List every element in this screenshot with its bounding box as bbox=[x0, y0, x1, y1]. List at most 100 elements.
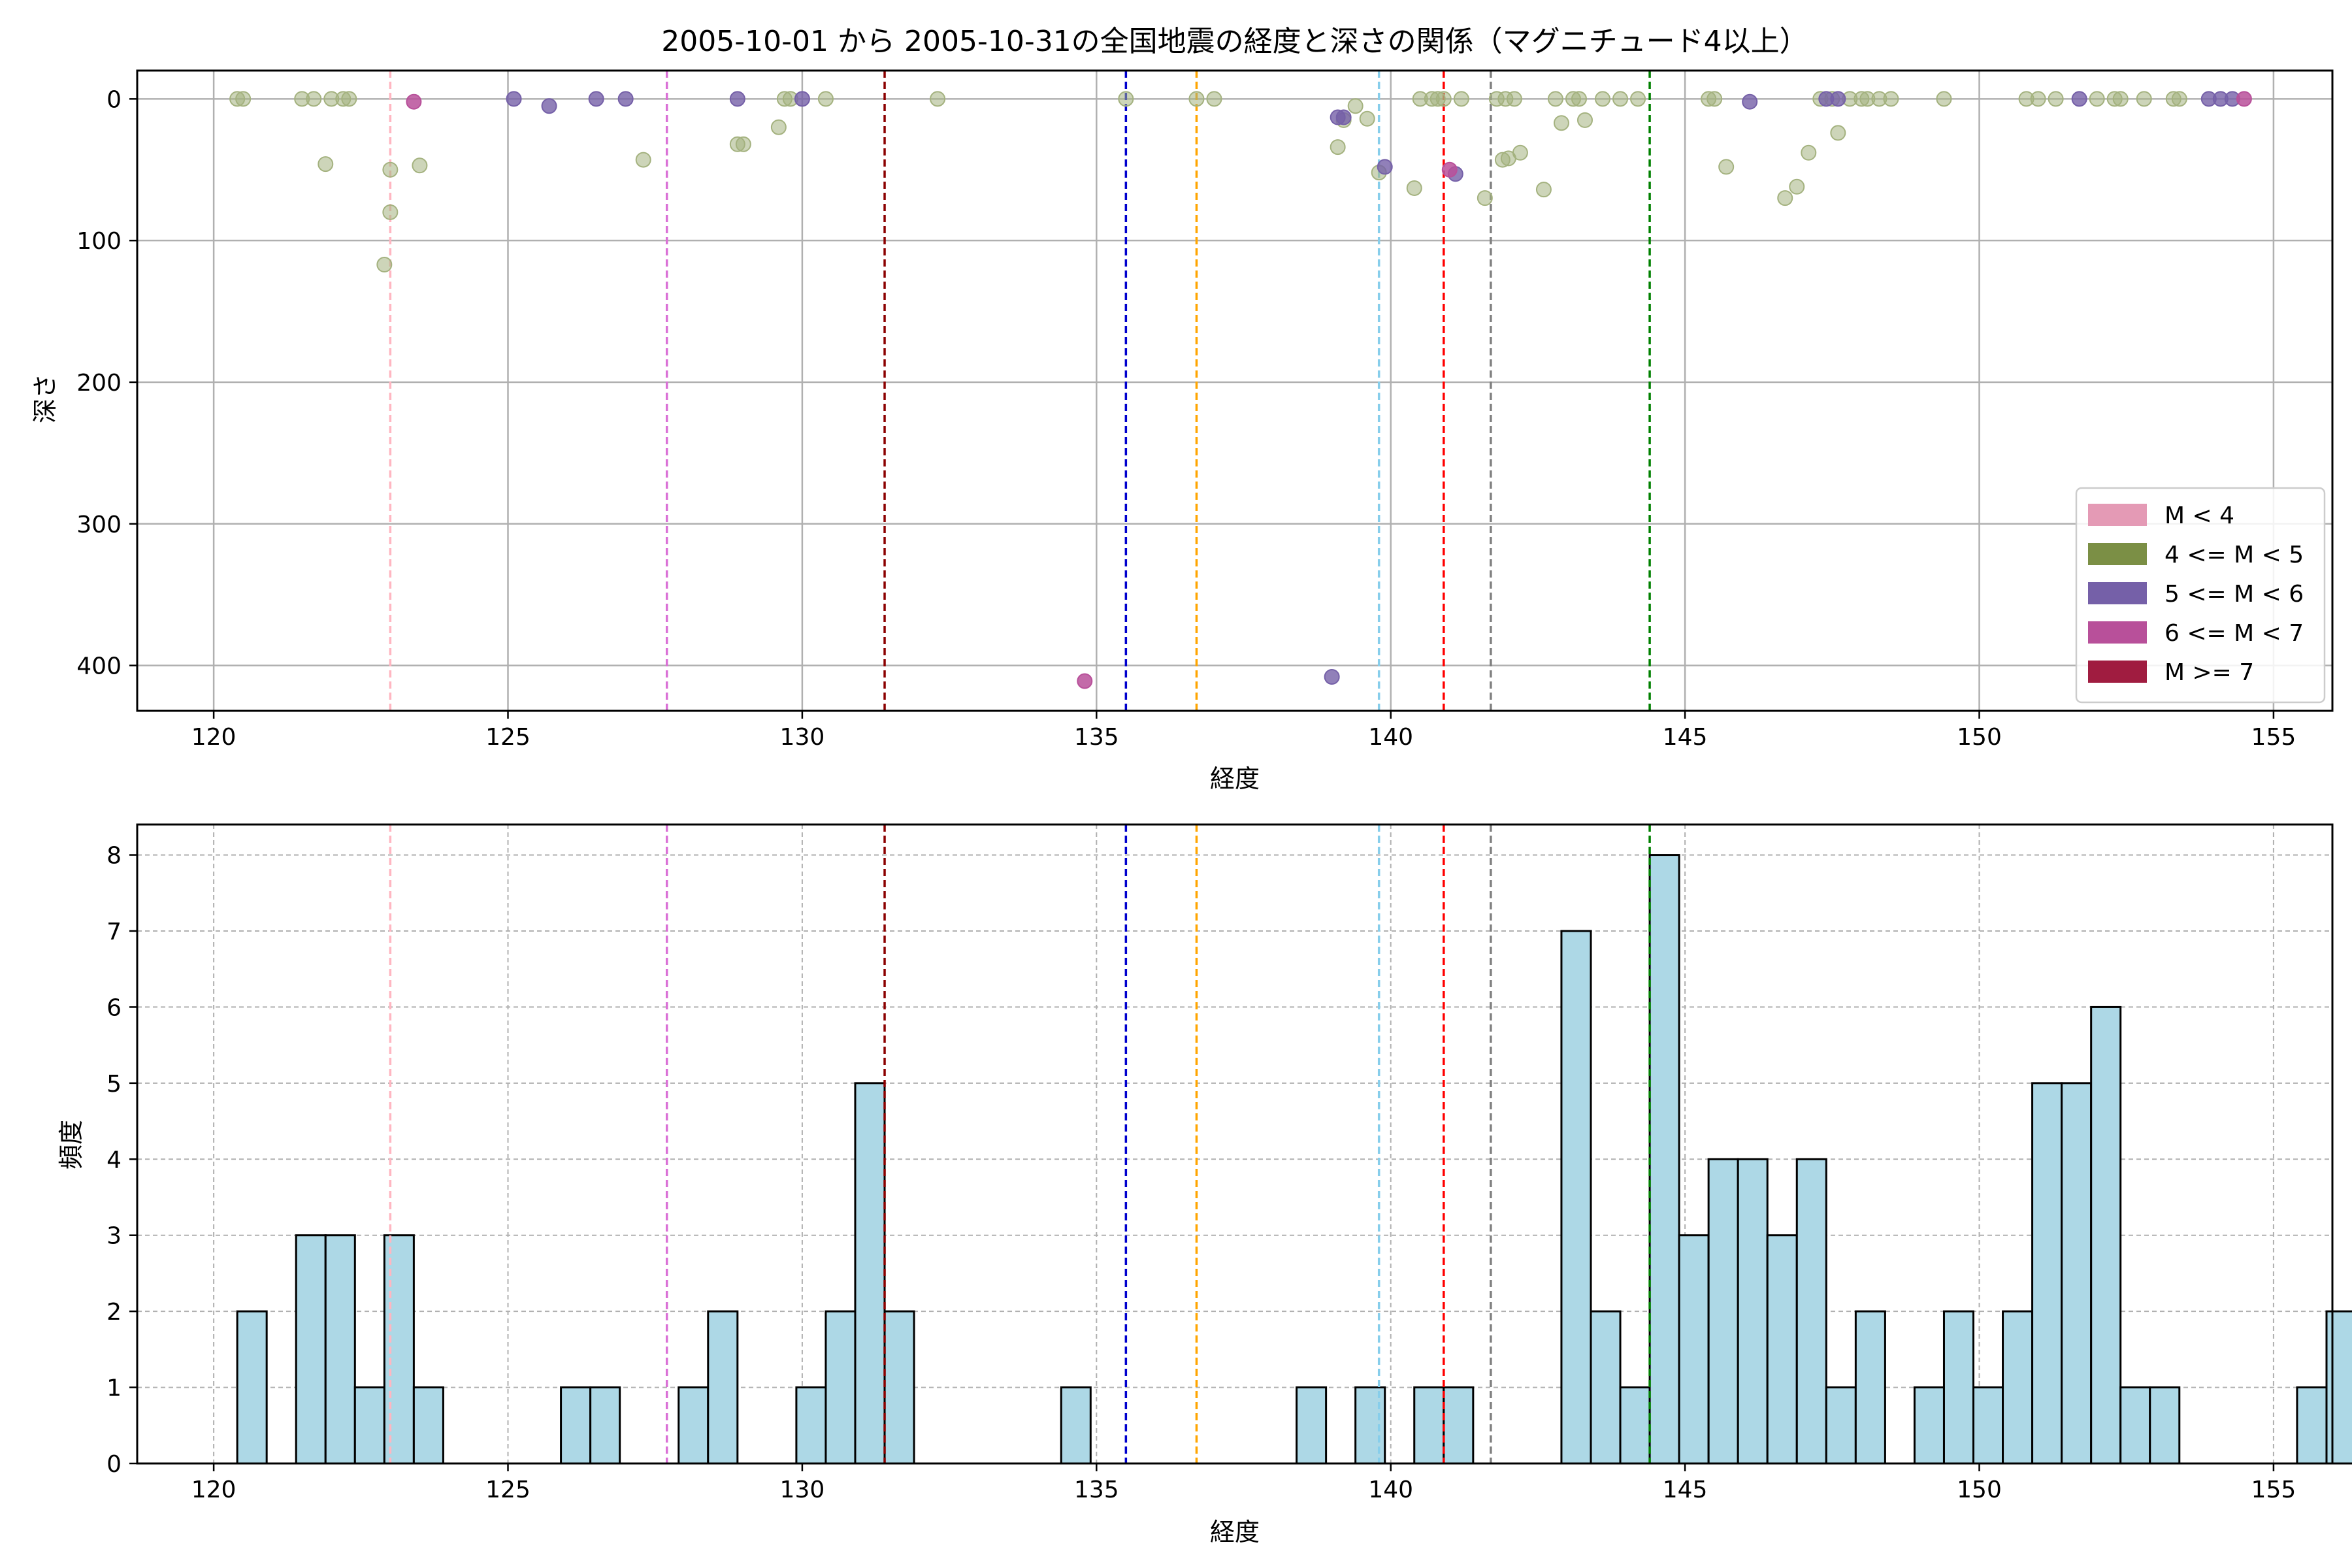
scatter-point bbox=[318, 156, 334, 172]
scatter-point bbox=[1547, 91, 1563, 107]
histogram-x-tick-label: 150 bbox=[1957, 1477, 2002, 1503]
scatter-point bbox=[1553, 115, 1569, 131]
scatter-point bbox=[1576, 112, 1593, 128]
scatter-y-tick-label: 100 bbox=[76, 228, 122, 255]
histogram-x-tick-label: 130 bbox=[780, 1477, 825, 1503]
scatter-point bbox=[1453, 91, 1469, 107]
histogram-bar bbox=[1443, 1386, 1475, 1465]
scatter-point bbox=[2030, 91, 2046, 107]
scatter-point bbox=[382, 161, 399, 178]
histogram-bar bbox=[1707, 1158, 1739, 1465]
histogram-bar bbox=[795, 1386, 827, 1465]
scatter-point bbox=[1441, 161, 1458, 178]
histogram-x-tick-label: 135 bbox=[1074, 1477, 1119, 1503]
scatter-panel: 120 125 130 135 140 145 150 155 0 100 200 300 400 経… bbox=[31, 69, 2334, 793]
histogram-frame bbox=[136, 823, 2334, 1465]
histogram-bar bbox=[707, 1310, 739, 1465]
scatter-point bbox=[1359, 110, 1375, 127]
scatter-point bbox=[406, 93, 422, 110]
legend-swatch bbox=[2088, 582, 2147, 604]
legend-swatch bbox=[2088, 543, 2147, 565]
scatter-title: 2005-10-01 から 2005-10-31の全国地震の経度と深さの関係（マ… bbox=[661, 25, 1808, 58]
legend-label: M < 4 bbox=[2164, 502, 2234, 529]
histogram-bar bbox=[1560, 930, 1592, 1465]
histogram-bar bbox=[1413, 1386, 1445, 1465]
scatter-point bbox=[1477, 190, 1493, 206]
scatter-point bbox=[2048, 91, 2064, 107]
histogram-y-tick-label: 4 bbox=[106, 1147, 122, 1173]
scatter-point bbox=[2071, 91, 2087, 107]
histogram-bar bbox=[1942, 1310, 1975, 1465]
scatter-point bbox=[1335, 109, 1352, 125]
scatter-point bbox=[1830, 91, 1846, 107]
histogram-y-tick-label: 8 bbox=[106, 843, 122, 870]
histogram-x-tick-label: 145 bbox=[1663, 1477, 1708, 1503]
scatter-x-ticks: 120 125 130 135 140 145 150 155 bbox=[191, 711, 2296, 751]
histogram-bar bbox=[2296, 1386, 2328, 1465]
scatter-y-tick-label: 0 bbox=[106, 86, 122, 113]
histogram-bar bbox=[383, 1234, 415, 1465]
histogram-bar bbox=[2119, 1386, 2151, 1465]
scatter-point bbox=[1535, 182, 1552, 198]
scatter-point bbox=[1377, 159, 1393, 175]
histogram-bar bbox=[883, 1310, 915, 1465]
histogram-bar bbox=[1972, 1386, 2004, 1465]
histogram-y-tick-label: 6 bbox=[106, 994, 122, 1021]
histogram-y-tick-label: 7 bbox=[106, 919, 122, 945]
scatter-x-tick-label: 150 bbox=[1957, 724, 2002, 751]
histogram-vertical-lines bbox=[389, 825, 1651, 1463]
histogram-y-axis-label: 頻度 bbox=[57, 1120, 86, 1169]
scatter-point bbox=[1512, 144, 1528, 161]
scatter-point bbox=[506, 91, 522, 107]
histogram-bar bbox=[2090, 1005, 2122, 1465]
scatter-point bbox=[1206, 91, 1222, 107]
histogram-bar bbox=[1296, 1386, 1328, 1465]
scatter-point bbox=[2136, 91, 2152, 107]
histogram-bar bbox=[1825, 1386, 1857, 1465]
scatter-point bbox=[1188, 91, 1205, 107]
scatter-point bbox=[729, 91, 745, 107]
histogram-bar bbox=[1913, 1386, 1945, 1465]
scatter-point bbox=[2171, 91, 2187, 107]
scatter-point bbox=[1789, 178, 1805, 195]
histogram-bar bbox=[295, 1234, 327, 1465]
histogram-bar bbox=[1678, 1234, 1710, 1465]
scatter-point bbox=[1936, 91, 1952, 107]
legend-box bbox=[2075, 487, 2326, 704]
scatter-y-ticks: 0 100 200 300 400 bbox=[76, 86, 137, 680]
scatter-point bbox=[1118, 91, 1134, 107]
histogram-y-tick-label: 1 bbox=[106, 1375, 122, 1402]
scatter-point bbox=[635, 152, 651, 168]
scatter-point bbox=[1435, 91, 1452, 107]
histogram-bar bbox=[1060, 1386, 1092, 1465]
scatter-point bbox=[235, 91, 252, 107]
histogram-bar bbox=[236, 1310, 268, 1465]
scatter-point bbox=[341, 91, 357, 107]
scatter-point bbox=[617, 91, 634, 107]
scatter-point bbox=[794, 91, 810, 107]
legend-label: 4 <= M < 5 bbox=[2164, 542, 2304, 568]
histogram-bar bbox=[1619, 1386, 1651, 1465]
histogram-bars bbox=[236, 854, 2352, 1465]
histogram-x-tick-label: 125 bbox=[485, 1477, 531, 1503]
scatter-y-axis-label: 深さ bbox=[31, 374, 59, 423]
histogram-bar bbox=[324, 1234, 356, 1465]
scatter-point bbox=[1612, 91, 1629, 107]
scatter-point bbox=[1506, 91, 1522, 107]
scatter-points bbox=[229, 91, 2252, 689]
histogram-bar bbox=[1854, 1310, 1886, 1465]
scatter-point bbox=[1406, 180, 1422, 196]
legend-label: M >= 7 bbox=[2164, 659, 2254, 686]
scatter-point bbox=[735, 136, 751, 152]
scatter-point bbox=[930, 91, 946, 107]
histogram-x-ticks: 120 125 130 135 140 145 150 155 bbox=[191, 1463, 2296, 1503]
scatter-y-tick-label: 200 bbox=[76, 370, 122, 397]
scatter-y-tick-label: 300 bbox=[76, 512, 122, 538]
histogram-bar bbox=[412, 1386, 444, 1465]
scatter-point bbox=[1330, 139, 1346, 155]
histogram-bar bbox=[825, 1310, 857, 1465]
histogram-bar bbox=[2149, 1386, 2181, 1465]
histogram-y-tick-label: 3 bbox=[106, 1223, 122, 1250]
scatter-point bbox=[541, 98, 557, 114]
